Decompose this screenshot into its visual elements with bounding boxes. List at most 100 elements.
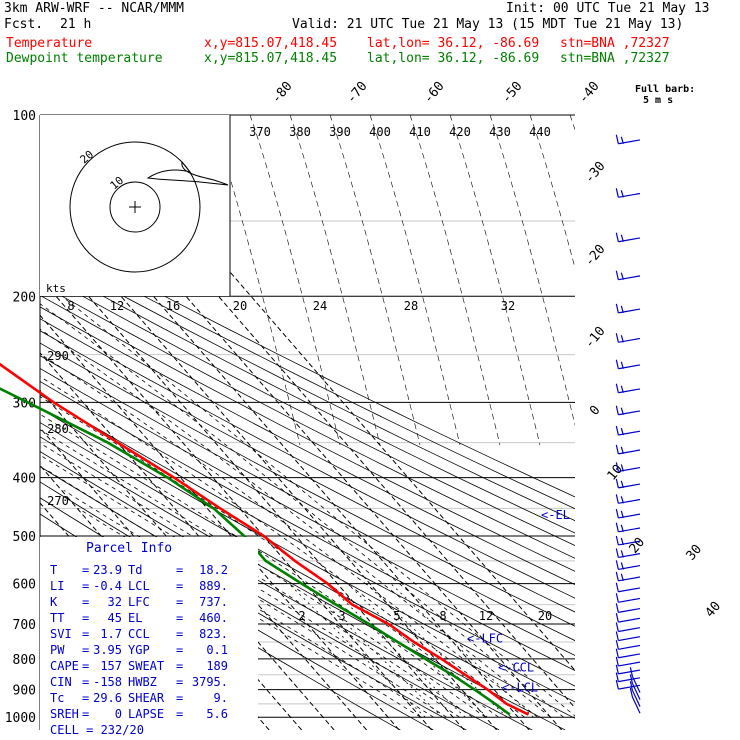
parcel-value: 189	[206, 659, 228, 673]
theta-e-line	[369, 115, 461, 446]
wind-barb-flag	[615, 631, 619, 641]
parcel-key: T	[50, 563, 57, 577]
theta-label: 270	[47, 494, 69, 508]
dry-adiabat-line	[40, 355, 575, 642]
mixing-ratio-line	[304, 583, 443, 718]
wind-barb-staff	[618, 564, 641, 570]
level-marker-lcl: <-LCL	[502, 680, 538, 694]
wind-barb-staff	[618, 617, 641, 623]
temperature-legend-label: Temperature	[6, 36, 93, 51]
hodograph-speed-label: 20	[233, 299, 247, 313]
mixing-ratio-line	[390, 583, 534, 718]
wind-barb-flag	[629, 674, 633, 684]
parcel-value: 737.	[199, 595, 228, 609]
parcel-key: CIN	[50, 675, 72, 689]
wind-barb-flag	[620, 361, 624, 369]
forecast-hours: 21 h	[60, 17, 92, 32]
wind-barb-flag	[615, 664, 619, 675]
wind-barb-staff	[618, 627, 641, 633]
wind-barb-staff	[618, 597, 641, 603]
wind-barb-staff	[618, 527, 641, 533]
wind-barb-staff	[618, 607, 641, 613]
wind-barb-staff	[618, 644, 641, 650]
wind-barb-staff	[618, 410, 641, 416]
wind-barb-flag	[615, 134, 619, 144]
wind-barb-staff	[618, 388, 641, 394]
pressure-tick-label: 1000	[5, 711, 36, 726]
wind-barb-title: Full barb:	[635, 84, 695, 95]
wind-barb-flag	[615, 603, 619, 613]
wind-barb-staff	[618, 139, 641, 145]
wind-barb-flag	[620, 446, 624, 455]
wind-barb-staff	[631, 676, 641, 693]
pressure-tick-label: 900	[13, 684, 36, 699]
wind-barb-staff	[618, 661, 641, 667]
dry-adiabat-line	[40, 261, 575, 534]
isotherm-label: -50	[499, 79, 526, 107]
hodograph-speed-label: 28	[404, 299, 418, 313]
parcel-key: SHEAR	[128, 691, 165, 705]
wind-barb-staff	[618, 466, 641, 472]
wind-barb-flag	[615, 405, 619, 415]
parcel-value: 460.	[199, 611, 228, 625]
isotherm-label: 10	[605, 462, 627, 484]
mixing-ratio-line	[347, 583, 488, 718]
moist-adiabat-line	[40, 303, 564, 718]
pressure-tick-label: 700	[13, 618, 36, 633]
parcel-eq: =	[176, 595, 183, 609]
isotherm-label: 0	[587, 403, 604, 419]
mixing-ratio-line	[365, 583, 508, 718]
dry-adiabat-line	[40, 318, 575, 599]
dry-adiabat-line	[40, 306, 575, 586]
dry-adiabat-line	[40, 239, 575, 510]
theta-e-label: 430	[489, 125, 511, 139]
wind-barb-flag	[620, 427, 624, 436]
wind-barb-staff	[631, 696, 641, 714]
parcel-key: LAPSE	[128, 707, 164, 721]
moist-adiabat-line	[40, 328, 551, 718]
parcel-eq: =	[176, 707, 183, 721]
wind-barb-flag	[620, 496, 624, 504]
isotherm-label: -40	[576, 79, 603, 107]
wind-barb-flag	[615, 444, 619, 454]
parcel-value: -158	[93, 675, 122, 689]
wind-barb-staff	[618, 430, 641, 436]
wind-barb-flag	[629, 687, 633, 698]
level-marker-ccl: <-CCL	[498, 660, 534, 674]
theta-e-line	[409, 115, 501, 446]
wind-barb-flag	[615, 672, 619, 682]
dewpoint-xy: x,y=815.07,418.45	[204, 51, 338, 66]
forecast-label: Fcst.	[4, 17, 44, 32]
parcel-value: 0.1	[206, 643, 228, 657]
moist-adiabat-line	[61, 295, 575, 717]
theta-e-label: 400	[369, 125, 391, 139]
hodograph-ring-outer	[69, 141, 201, 273]
parcel-key: PW	[50, 643, 65, 657]
isotherm-labels: -80 -70 -60 -50 -40 -30 -20 -10 0 10 20 30 40	[269, 79, 724, 621]
mixing-ratio-label: 2	[298, 609, 305, 623]
wind-barb-staff	[618, 669, 641, 675]
isotherm-label: -70	[344, 79, 371, 107]
theta-e-label: 380	[289, 125, 311, 139]
parcel-key: EL	[128, 611, 142, 625]
parcel-value: 45	[108, 611, 122, 625]
parcel-key: CAPE	[50, 659, 79, 673]
mixing-ratio-label: 3	[338, 609, 345, 623]
theta-e-line	[569, 115, 575, 131]
wind-barb-flag	[615, 582, 619, 592]
dry-adiabat-line	[40, 250, 575, 522]
moist-adiabat-line	[77, 508, 421, 718]
wind-barb-flag	[615, 571, 619, 581]
theta-labels: 290 280 270	[47, 349, 69, 508]
hodograph-units: kts	[46, 282, 66, 295]
parcel-value: 32	[108, 595, 122, 609]
wind-barb-flag	[620, 573, 624, 581]
temperature-profile-line	[0, 362, 530, 716]
parcel-eq: =	[82, 707, 89, 721]
wind-barb-flag	[620, 335, 624, 343]
parcel-key: HWBZ	[128, 675, 157, 689]
theta-e-label: 370	[249, 125, 271, 139]
wind-barb-staff	[631, 689, 641, 707]
hodograph-speed-label: 16	[166, 299, 180, 313]
